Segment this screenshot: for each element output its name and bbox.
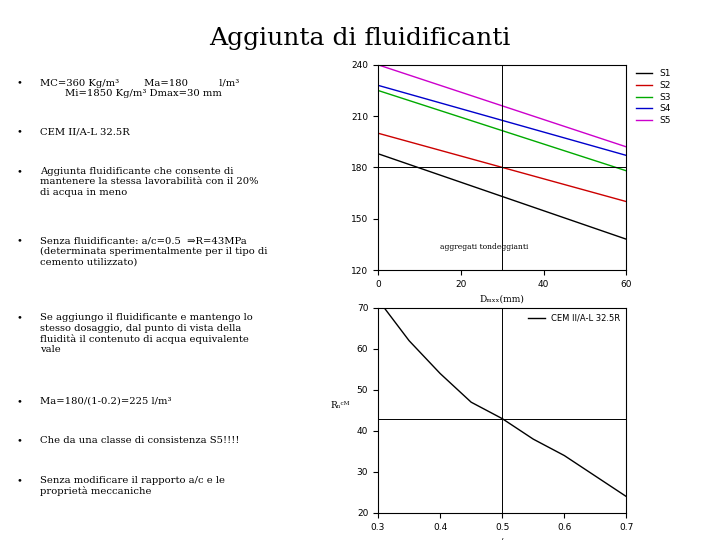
Text: •: • [16, 436, 22, 446]
X-axis label: Dₘₓₓ(mm): Dₘₓₓ(mm) [480, 294, 525, 303]
Text: aggregati tondeggianti: aggregati tondeggianti [440, 244, 528, 252]
Text: •: • [16, 313, 22, 322]
X-axis label: a/c: a/c [495, 537, 509, 540]
CEM II/A-L 32.5R [622, 494, 631, 500]
CEM II/A-L 32.5R [436, 370, 444, 377]
Text: Ma=180/(1-0.2)=225 l/m³: Ma=180/(1-0.2)=225 l/m³ [40, 397, 171, 406]
Text: CEM II/A-L 32.5R: CEM II/A-L 32.5R [40, 127, 130, 137]
CEM II/A-L 32.5R [529, 436, 538, 442]
CEM II/A-L 32.5R [405, 338, 413, 344]
Text: Che da una classe di consistenza S5!!!!: Che da una classe di consistenza S5!!!! [40, 436, 239, 446]
Text: MC=360 Kg/m³        Ma=180          l/m³
        Mi=1850 Kg/m³ Dmax=30 mm: MC=360 Kg/m³ Ma=180 l/m³ Mi=1850 Kg/m³ D… [40, 79, 239, 98]
Legend: S1, S2, S3, S4, S5: S1, S2, S3, S4, S5 [636, 69, 671, 125]
CEM II/A-L 32.5R [374, 296, 382, 303]
Text: •: • [16, 127, 22, 137]
Text: Aggiunta fluidificante che consente di
mantenere la stessa lavorabilità con il 2: Aggiunta fluidificante che consente di m… [40, 167, 258, 197]
Text: •: • [16, 79, 22, 87]
Text: •: • [16, 237, 22, 246]
CEM II/A-L 32.5R [560, 453, 569, 459]
Line: CEM II/A-L 32.5R: CEM II/A-L 32.5R [378, 300, 626, 497]
Y-axis label: Rₙᶜᴹ: Rₙᶜᴹ [330, 401, 350, 410]
Legend: CEM II/A-L 32.5R: CEM II/A-L 32.5R [526, 312, 622, 325]
CEM II/A-L 32.5R [498, 415, 507, 422]
Text: Senza fluidificante: a/c=0.5  ⇒R=43MPa
(determinata sperimentalmente per il tipo: Senza fluidificante: a/c=0.5 ⇒R=43MPa (d… [40, 237, 267, 267]
CEM II/A-L 32.5R [591, 473, 600, 480]
Text: •: • [16, 476, 22, 485]
Text: Aggiunta di fluidificanti: Aggiunta di fluidificanti [210, 27, 510, 50]
Text: •: • [16, 397, 22, 406]
CEM II/A-L 32.5R [467, 399, 475, 406]
Text: Se aggiungo il fluidificante e mantengo lo
stesso dosaggio, dal punto di vista d: Se aggiungo il fluidificante e mantengo … [40, 313, 252, 354]
Text: Senza modificare il rapporto a/c e le
proprietà meccaniche: Senza modificare il rapporto a/c e le pr… [40, 476, 225, 496]
Text: •: • [16, 167, 22, 176]
